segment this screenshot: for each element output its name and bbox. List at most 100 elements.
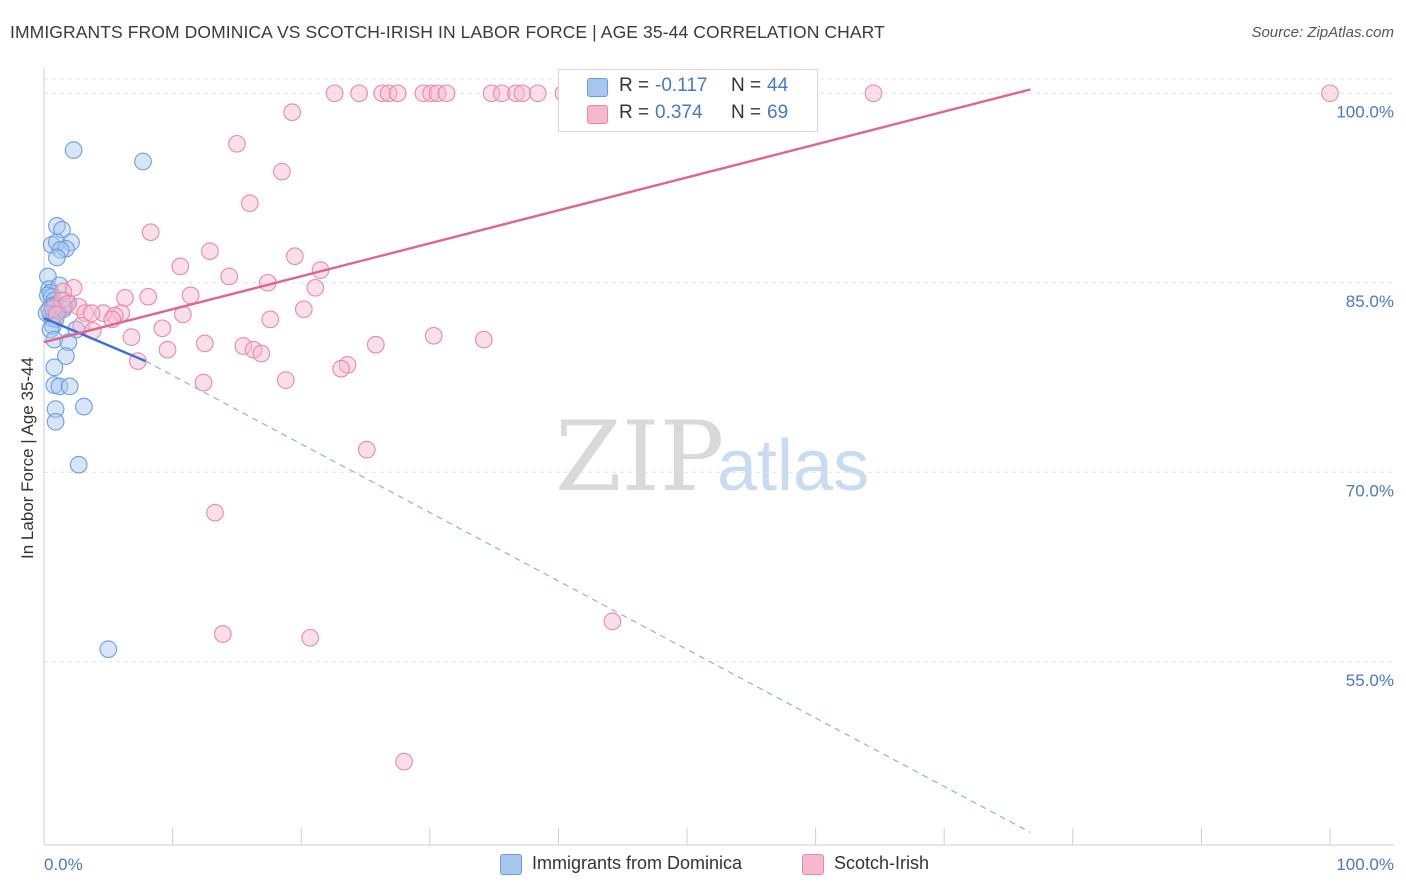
data-point <box>603 612 622 631</box>
x-tick-label-min: 0.0% <box>44 855 83 874</box>
series-legend-swatch-scotch-irish <box>802 854 824 875</box>
data-point <box>134 152 152 171</box>
series-legend-label-dominica: Immigrants from Dominica <box>532 853 743 873</box>
data-point <box>350 84 368 103</box>
data-point <box>388 84 407 103</box>
data-point <box>273 162 291 181</box>
legend-r-value: -0.117 <box>655 75 708 96</box>
x-tick-labels: 0.0% 100.0% <box>44 855 1394 874</box>
data-point <box>64 141 83 159</box>
data-point <box>158 340 177 359</box>
data-point <box>60 377 79 396</box>
data-point <box>332 359 350 378</box>
data-point <box>181 286 200 305</box>
legend-row-dominica: R = -0.117 N = 44 <box>559 74 817 100</box>
data-point <box>395 752 413 771</box>
data-point <box>213 625 232 643</box>
data-point <box>141 223 160 242</box>
y-tick-label: 100.0% <box>1336 102 1394 121</box>
trend-line-scotch-irish <box>43 88 1031 344</box>
data-point <box>366 335 385 354</box>
legend-r-value: 0.374 <box>655 102 703 123</box>
data-point <box>261 310 280 329</box>
data-point <box>99 640 118 659</box>
data-point <box>45 358 64 377</box>
data-point <box>195 334 214 353</box>
data-point <box>325 84 344 103</box>
data-point <box>234 337 253 355</box>
data-point <box>153 319 172 338</box>
legend-r-label: R = <box>619 102 650 123</box>
y-tick-label: 70.0% <box>1346 481 1394 500</box>
legend-n-label: N = <box>731 75 762 96</box>
watermark-atlas: atlas <box>717 426 869 506</box>
data-point <box>46 400 65 418</box>
axes <box>43 68 1394 846</box>
data-point <box>437 84 456 103</box>
data-point <box>294 300 313 319</box>
data-point <box>46 412 65 431</box>
data-point <box>482 84 501 103</box>
data-point <box>122 328 141 346</box>
data-point <box>414 84 433 103</box>
legend-swatch-scotch-irish <box>587 105 608 124</box>
data-point <box>194 373 213 392</box>
data-point <box>69 455 88 474</box>
data-point <box>422 84 440 103</box>
data-point <box>513 84 532 103</box>
data-point <box>48 248 66 267</box>
data-point <box>201 242 219 261</box>
series-dominica <box>37 141 152 659</box>
data-point <box>276 371 295 389</box>
trend-lines <box>43 88 1031 833</box>
data-point <box>357 440 376 459</box>
series-legend-label-scotch-irish: Scotch-Irish <box>834 853 930 873</box>
chart-title: IMMIGRANTS FROM DOMINICA VS SCOTCH-IRISH… <box>10 22 885 42</box>
data-point <box>1321 84 1339 103</box>
legend-n-label: N = <box>731 102 762 123</box>
x-tick-label-max: 100.0% <box>1336 855 1394 874</box>
data-point <box>228 134 246 153</box>
data-point <box>139 287 158 306</box>
data-point <box>240 194 259 213</box>
data-point <box>285 247 304 266</box>
data-point <box>379 84 398 103</box>
data-point <box>116 289 134 307</box>
data-point <box>428 84 447 103</box>
y-tick-labels: 100.0% 85.0% 70.0% 55.0% <box>1336 102 1394 690</box>
legend-row-scotch-irish: R = 0.374 N = 69 <box>559 101 817 127</box>
y-tick-label: 85.0% <box>1346 292 1394 311</box>
data-point <box>64 278 83 297</box>
data-point <box>252 344 271 363</box>
legend-swatch-dominica <box>587 78 608 97</box>
data-point <box>474 330 493 349</box>
legend-n-value: 44 <box>767 75 789 96</box>
trend-line-dominica <box>43 317 147 363</box>
source-label: Source: ZipAtlas.com <box>1251 24 1394 41</box>
data-point <box>528 84 547 103</box>
y-tick-label: 55.0% <box>1346 671 1394 690</box>
legend-r-label: R = <box>619 75 650 96</box>
watermark-zip: ZIP <box>555 401 724 513</box>
data-point <box>864 84 883 103</box>
data-point <box>424 326 443 345</box>
data-point <box>57 347 75 365</box>
data-point <box>301 628 320 647</box>
gridlines <box>44 78 1394 663</box>
data-point <box>75 397 93 416</box>
data-point <box>492 84 511 103</box>
data-point <box>82 304 101 322</box>
trend-line-dominica-extension <box>145 360 1031 833</box>
correlation-legend: R = -0.117 N = 44 R = 0.374 N = 69 <box>558 69 818 132</box>
data-point <box>50 377 69 396</box>
legend-n-value: 69 <box>767 102 789 123</box>
data-point <box>171 257 190 276</box>
data-point <box>283 103 302 122</box>
data-point <box>206 503 224 522</box>
series-legend-swatch-dominica <box>500 854 522 875</box>
watermark: ZIP atlas <box>555 401 869 513</box>
data-point <box>373 84 392 103</box>
data-point <box>306 278 325 297</box>
data-point <box>220 267 239 286</box>
